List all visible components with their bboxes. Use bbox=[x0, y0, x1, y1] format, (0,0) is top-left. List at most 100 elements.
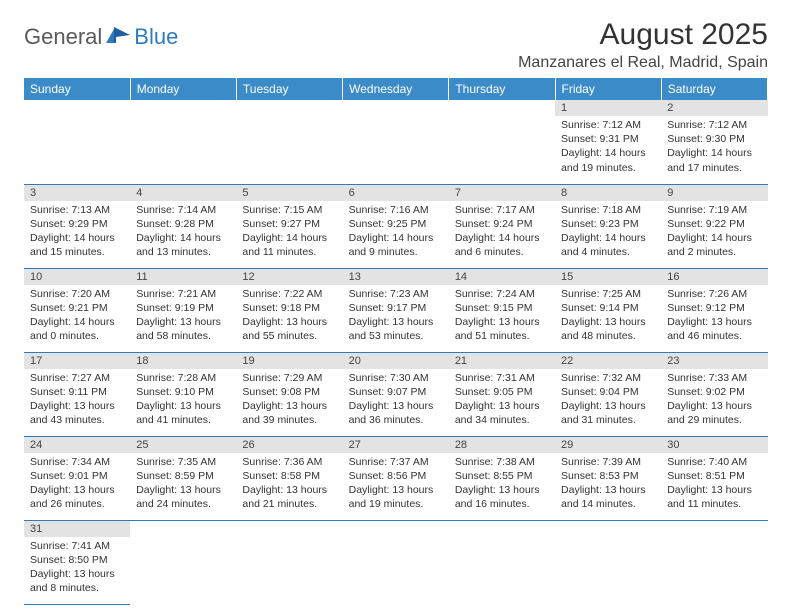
calendar-table: SundayMondayTuesdayWednesdayThursdayFrid… bbox=[24, 78, 768, 605]
day-details: Sunrise: 7:15 AMSunset: 9:27 PMDaylight:… bbox=[236, 201, 342, 264]
calendar-cell: 24Sunrise: 7:34 AMSunset: 9:01 PMDayligh… bbox=[24, 436, 130, 520]
day-number: 16 bbox=[661, 269, 767, 285]
day-details: Sunrise: 7:40 AMSunset: 8:51 PMDaylight:… bbox=[661, 453, 767, 516]
weekday-header: Wednesday bbox=[343, 78, 449, 100]
page-header: General Blue August 2025 Manzanares el R… bbox=[24, 18, 768, 72]
day-number: 29 bbox=[555, 437, 661, 453]
calendar-cell: 4Sunrise: 7:14 AMSunset: 9:28 PMDaylight… bbox=[130, 184, 236, 268]
calendar-cell: 19Sunrise: 7:29 AMSunset: 9:08 PMDayligh… bbox=[236, 352, 342, 436]
day-details: Sunrise: 7:30 AMSunset: 9:07 PMDaylight:… bbox=[343, 369, 449, 432]
weekday-header: Saturday bbox=[661, 78, 767, 100]
calendar-cell: 7Sunrise: 7:17 AMSunset: 9:24 PMDaylight… bbox=[449, 184, 555, 268]
day-number: 4 bbox=[130, 185, 236, 201]
calendar-cell: 21Sunrise: 7:31 AMSunset: 9:05 PMDayligh… bbox=[449, 352, 555, 436]
day-details: Sunrise: 7:20 AMSunset: 9:21 PMDaylight:… bbox=[24, 285, 130, 348]
weekday-header: Thursday bbox=[449, 78, 555, 100]
calendar-cell bbox=[343, 520, 449, 604]
day-number: 5 bbox=[236, 185, 342, 201]
day-number: 30 bbox=[661, 437, 767, 453]
calendar-row: 31Sunrise: 7:41 AMSunset: 8:50 PMDayligh… bbox=[24, 520, 768, 604]
day-details: Sunrise: 7:19 AMSunset: 9:22 PMDaylight:… bbox=[661, 201, 767, 264]
day-details: Sunrise: 7:26 AMSunset: 9:12 PMDaylight:… bbox=[661, 285, 767, 348]
day-details: Sunrise: 7:12 AMSunset: 9:31 PMDaylight:… bbox=[555, 116, 661, 179]
day-number: 20 bbox=[343, 353, 449, 369]
day-details: Sunrise: 7:37 AMSunset: 8:56 PMDaylight:… bbox=[343, 453, 449, 516]
day-number: 14 bbox=[449, 269, 555, 285]
calendar-cell: 28Sunrise: 7:38 AMSunset: 8:55 PMDayligh… bbox=[449, 436, 555, 520]
day-details: Sunrise: 7:41 AMSunset: 8:50 PMDaylight:… bbox=[24, 537, 130, 600]
calendar-cell: 26Sunrise: 7:36 AMSunset: 8:58 PMDayligh… bbox=[236, 436, 342, 520]
calendar-cell bbox=[449, 520, 555, 604]
day-number: 21 bbox=[449, 353, 555, 369]
day-details: Sunrise: 7:28 AMSunset: 9:10 PMDaylight:… bbox=[130, 369, 236, 432]
calendar-cell: 2Sunrise: 7:12 AMSunset: 9:30 PMDaylight… bbox=[661, 100, 767, 184]
calendar-cell: 11Sunrise: 7:21 AMSunset: 9:19 PMDayligh… bbox=[130, 268, 236, 352]
logo: General Blue bbox=[24, 18, 178, 50]
day-number: 13 bbox=[343, 269, 449, 285]
day-details: Sunrise: 7:12 AMSunset: 9:30 PMDaylight:… bbox=[661, 116, 767, 179]
day-details: Sunrise: 7:22 AMSunset: 9:18 PMDaylight:… bbox=[236, 285, 342, 348]
day-details: Sunrise: 7:23 AMSunset: 9:17 PMDaylight:… bbox=[343, 285, 449, 348]
month-title: August 2025 bbox=[518, 18, 768, 52]
weekday-header: Friday bbox=[555, 78, 661, 100]
calendar-cell: 20Sunrise: 7:30 AMSunset: 9:07 PMDayligh… bbox=[343, 352, 449, 436]
calendar-cell: 15Sunrise: 7:25 AMSunset: 9:14 PMDayligh… bbox=[555, 268, 661, 352]
day-details: Sunrise: 7:14 AMSunset: 9:28 PMDaylight:… bbox=[130, 201, 236, 264]
day-details: Sunrise: 7:18 AMSunset: 9:23 PMDaylight:… bbox=[555, 201, 661, 264]
calendar-cell: 18Sunrise: 7:28 AMSunset: 9:10 PMDayligh… bbox=[130, 352, 236, 436]
day-details: Sunrise: 7:25 AMSunset: 9:14 PMDaylight:… bbox=[555, 285, 661, 348]
day-details: Sunrise: 7:21 AMSunset: 9:19 PMDaylight:… bbox=[130, 285, 236, 348]
location-text: Manzanares el Real, Madrid, Spain bbox=[518, 54, 768, 72]
day-details: Sunrise: 7:29 AMSunset: 9:08 PMDaylight:… bbox=[236, 369, 342, 432]
calendar-cell: 16Sunrise: 7:26 AMSunset: 9:12 PMDayligh… bbox=[661, 268, 767, 352]
calendar-cell: 13Sunrise: 7:23 AMSunset: 9:17 PMDayligh… bbox=[343, 268, 449, 352]
day-number: 9 bbox=[661, 185, 767, 201]
day-details: Sunrise: 7:31 AMSunset: 9:05 PMDaylight:… bbox=[449, 369, 555, 432]
weekday-header: Monday bbox=[130, 78, 236, 100]
calendar-cell bbox=[130, 100, 236, 184]
day-details: Sunrise: 7:24 AMSunset: 9:15 PMDaylight:… bbox=[449, 285, 555, 348]
day-details: Sunrise: 7:33 AMSunset: 9:02 PMDaylight:… bbox=[661, 369, 767, 432]
calendar-cell: 5Sunrise: 7:15 AMSunset: 9:27 PMDaylight… bbox=[236, 184, 342, 268]
weekday-header: Sunday bbox=[24, 78, 130, 100]
day-number: 1 bbox=[555, 100, 661, 116]
calendar-cell: 17Sunrise: 7:27 AMSunset: 9:11 PMDayligh… bbox=[24, 352, 130, 436]
calendar-cell bbox=[555, 520, 661, 604]
calendar-cell: 1Sunrise: 7:12 AMSunset: 9:31 PMDaylight… bbox=[555, 100, 661, 184]
logo-text-general: General bbox=[24, 24, 102, 50]
calendar-cell bbox=[343, 100, 449, 184]
day-number: 8 bbox=[555, 185, 661, 201]
logo-text-blue: Blue bbox=[134, 24, 178, 50]
calendar-cell: 3Sunrise: 7:13 AMSunset: 9:29 PMDaylight… bbox=[24, 184, 130, 268]
day-details: Sunrise: 7:32 AMSunset: 9:04 PMDaylight:… bbox=[555, 369, 661, 432]
calendar-row: 17Sunrise: 7:27 AMSunset: 9:11 PMDayligh… bbox=[24, 352, 768, 436]
day-number: 26 bbox=[236, 437, 342, 453]
day-number: 7 bbox=[449, 185, 555, 201]
calendar-cell bbox=[236, 520, 342, 604]
calendar-row: 10Sunrise: 7:20 AMSunset: 9:21 PMDayligh… bbox=[24, 268, 768, 352]
calendar-cell: 10Sunrise: 7:20 AMSunset: 9:21 PMDayligh… bbox=[24, 268, 130, 352]
day-details: Sunrise: 7:36 AMSunset: 8:58 PMDaylight:… bbox=[236, 453, 342, 516]
day-number: 15 bbox=[555, 269, 661, 285]
calendar-cell: 29Sunrise: 7:39 AMSunset: 8:53 PMDayligh… bbox=[555, 436, 661, 520]
day-number: 23 bbox=[661, 353, 767, 369]
day-details: Sunrise: 7:17 AMSunset: 9:24 PMDaylight:… bbox=[449, 201, 555, 264]
day-number: 10 bbox=[24, 269, 130, 285]
day-details: Sunrise: 7:34 AMSunset: 9:01 PMDaylight:… bbox=[24, 453, 130, 516]
calendar-cell bbox=[24, 100, 130, 184]
calendar-cell: 27Sunrise: 7:37 AMSunset: 8:56 PMDayligh… bbox=[343, 436, 449, 520]
day-number: 31 bbox=[24, 521, 130, 537]
day-number: 2 bbox=[661, 100, 767, 116]
calendar-cell bbox=[449, 100, 555, 184]
calendar-cell: 22Sunrise: 7:32 AMSunset: 9:04 PMDayligh… bbox=[555, 352, 661, 436]
day-number: 19 bbox=[236, 353, 342, 369]
day-number: 18 bbox=[130, 353, 236, 369]
calendar-row: 1Sunrise: 7:12 AMSunset: 9:31 PMDaylight… bbox=[24, 100, 768, 184]
calendar-cell: 9Sunrise: 7:19 AMSunset: 9:22 PMDaylight… bbox=[661, 184, 767, 268]
calendar-row: 3Sunrise: 7:13 AMSunset: 9:29 PMDaylight… bbox=[24, 184, 768, 268]
day-details: Sunrise: 7:38 AMSunset: 8:55 PMDaylight:… bbox=[449, 453, 555, 516]
weekday-header: Tuesday bbox=[236, 78, 342, 100]
calendar-cell bbox=[661, 520, 767, 604]
calendar-row: 24Sunrise: 7:34 AMSunset: 9:01 PMDayligh… bbox=[24, 436, 768, 520]
day-number: 3 bbox=[24, 185, 130, 201]
